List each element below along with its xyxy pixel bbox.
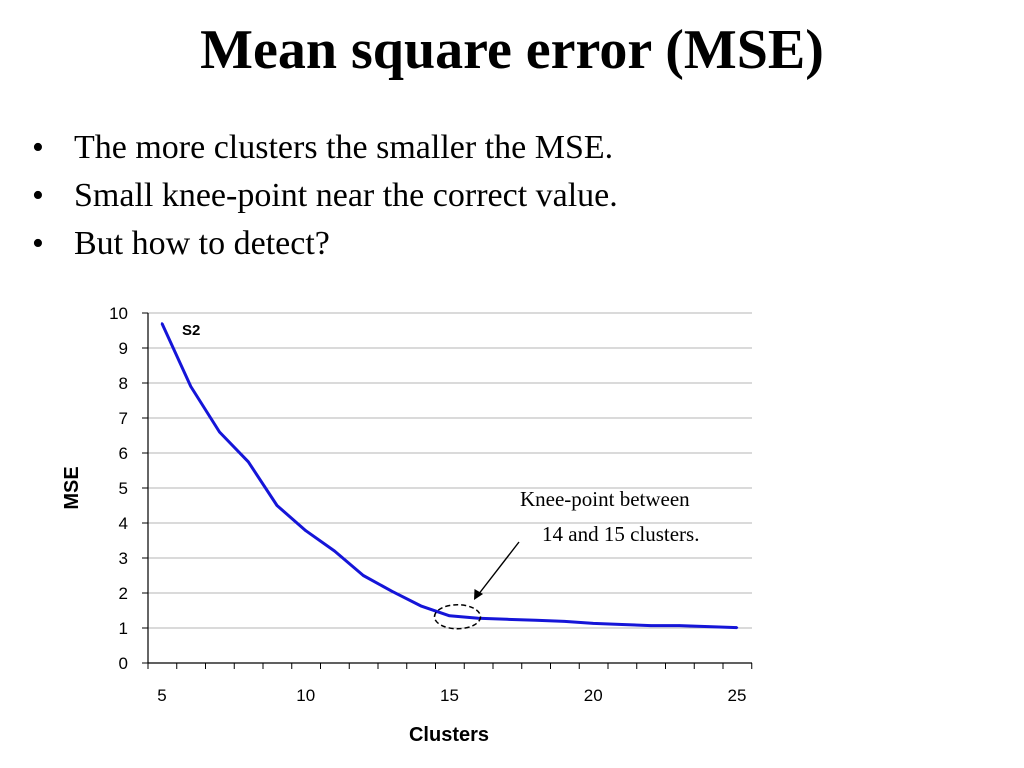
bullet-list: • The more clusters the smaller the MSE.… [32, 124, 618, 268]
data-point [735, 626, 739, 629]
bullet-item: • The more clusters the smaller the MSE. [32, 124, 618, 172]
tick-labels: 0 1 2 3 4 5 6 7 8 9 10 5 10 15 20 25 [109, 304, 746, 705]
data-point [247, 460, 250, 463]
y-tick-label: 2 [119, 584, 128, 603]
annotation-arrow-line [477, 541, 520, 596]
x-axis-title: Clusters [409, 724, 489, 746]
y-tick-label: 5 [119, 479, 128, 498]
data-point [189, 385, 192, 388]
annotation-arrowhead [474, 589, 483, 600]
bullet-text: Small knee-point near the correct value. [74, 177, 618, 214]
bullet-text: The more clusters the smaller the MSE. [74, 129, 614, 166]
data-point [563, 620, 566, 623]
x-tick-label: 5 [157, 686, 166, 705]
x-tick-label: 20 [584, 686, 603, 705]
x-tick-label: 15 [440, 686, 459, 705]
series-layer [160, 322, 739, 630]
y-tick-label: 10 [109, 304, 128, 323]
data-point [390, 590, 394, 593]
data-point [592, 622, 595, 625]
y-tick-label: 1 [119, 619, 128, 638]
slide-title: Mean square error (MSE) [200, 19, 824, 81]
bullet-item: • Small knee-point near the correct valu… [32, 172, 618, 220]
y-tick-label: 7 [119, 409, 128, 428]
data-point [448, 614, 451, 617]
data-point [534, 619, 537, 622]
y-tick-label: 8 [119, 374, 128, 393]
data-point [649, 624, 652, 627]
y-tick-label: 6 [119, 444, 128, 463]
y-tick-label: 3 [119, 549, 128, 568]
data-point [477, 617, 480, 620]
bullet-text: But how to detect? [74, 225, 330, 262]
x-tick-label: 25 [728, 686, 747, 705]
y-tick-label: 0 [119, 654, 128, 673]
data-point [304, 529, 307, 532]
data-point [218, 430, 221, 434]
bullet-dot: • [32, 177, 44, 214]
data-point [362, 574, 365, 577]
bullet-item: • But how to detect? [32, 220, 618, 268]
data-point [333, 549, 336, 553]
data-point [620, 623, 624, 626]
grid-lines [148, 312, 752, 629]
chart-axes [142, 312, 753, 669]
annotation-text: Knee-point between [520, 487, 690, 511]
series-label: S2 [182, 322, 200, 339]
knee-highlight-ellipse [433, 604, 482, 630]
bullet-dot: • [32, 129, 44, 166]
x-tick-label: 10 [296, 686, 315, 705]
y-axis-title: MSE [61, 466, 83, 509]
bullet-dot: • [32, 225, 44, 262]
knee-annotation: Knee-point between 14 and 15 clusters. [433, 487, 699, 630]
y-tick-label: 4 [119, 514, 128, 533]
data-point [160, 322, 164, 325]
data-point [419, 604, 422, 608]
data-point [505, 618, 509, 621]
chart-labels: S2 MSE Clusters [61, 322, 489, 746]
data-point [275, 504, 279, 507]
series-line [160, 322, 738, 630]
data-point [678, 624, 681, 627]
data-point [707, 625, 710, 628]
mse-chart: 0 1 2 3 4 5 6 7 8 9 10 5 10 15 20 25 S2 MSE Clusters Knee… [61, 304, 753, 746]
annotation-text: 14 and 15 clusters. [542, 522, 699, 546]
y-tick-label: 9 [119, 339, 128, 358]
